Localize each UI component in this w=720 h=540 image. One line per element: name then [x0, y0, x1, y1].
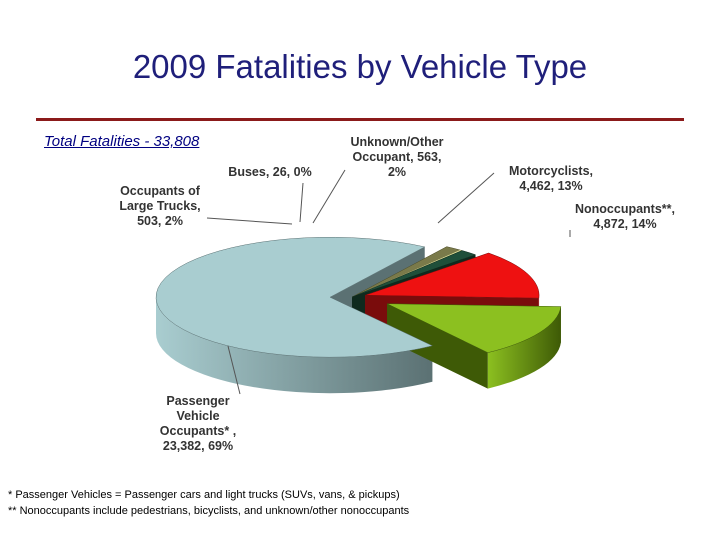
slice-label-0-line-2: Occupants* ,	[160, 424, 236, 438]
slice-label-0: Passenger Vehicle Occupants* , 23,382, 69%	[160, 394, 236, 453]
slice-label-3-line-1: Occupant, 563,	[353, 150, 442, 164]
slice-label-3-line-0: Unknown/Other	[350, 135, 443, 149]
slice-label-3: Unknown/Other Occupant, 563, 2%	[350, 135, 443, 179]
slice-label-5-line-1: 4,872, 14%	[593, 217, 656, 231]
pie-slice-side-5-wall-1	[387, 303, 488, 389]
slice-label-4: Motorcyclists, 4,462, 13%	[509, 164, 593, 193]
slice-label-5: Nonoccupants**, 4,872, 14%	[575, 202, 675, 231]
chart-title: 2009 Fatalities by Vehicle Type	[132, 48, 588, 85]
title-divider	[36, 118, 684, 121]
slice-label-2: Buses, 26, 0%	[228, 165, 311, 179]
leader-line-4	[437, 172, 495, 224]
pie-slice-0	[155, 236, 434, 358]
slice-label-1-line-0: Occupants of	[120, 184, 201, 198]
slice-label-1-line-1: Large Trucks,	[119, 199, 200, 213]
leader-line-1	[206, 217, 293, 225]
slice-label-0-line-3: 23,382, 69%	[163, 439, 233, 453]
pie-slice-side-5-outer-0	[487, 306, 561, 389]
pie-slice-side-0-outer-0	[156, 297, 433, 394]
footnote-nonoccupants: ** Nonoccupants include pedestrians, bic…	[8, 505, 410, 517]
slice-label-3-line-2: 2%	[388, 165, 406, 179]
pie-slice-3	[351, 250, 477, 298]
slice-label-4-line-0: Motorcyclists,	[509, 164, 593, 178]
slice-label-0-line-1: Vehicle	[176, 409, 219, 423]
pie-slice-5	[386, 303, 562, 353]
slice-label-5-line-0: Nonoccupants**,	[575, 202, 675, 216]
slice-label-0-line-0: Passenger	[166, 394, 229, 408]
slice-label-1: Occupants of Large Trucks, 503, 2%	[119, 184, 200, 228]
slice-label-2-line-0: Buses, 26, 0%	[228, 165, 311, 179]
slice-label-1-line-2: 503, 2%	[137, 214, 183, 228]
leader-line-2	[299, 182, 304, 223]
pie-slice-4	[364, 252, 540, 299]
leader-line-0	[227, 345, 241, 395]
leader-line-3	[312, 169, 346, 224]
footnote-passenger: * Passenger Vehicles = Passenger cars an…	[8, 489, 400, 501]
total-fatalities-label: Total Fatalities - 33,808	[44, 133, 200, 150]
slice-label-4-line-1: 4,462, 13%	[519, 179, 582, 193]
